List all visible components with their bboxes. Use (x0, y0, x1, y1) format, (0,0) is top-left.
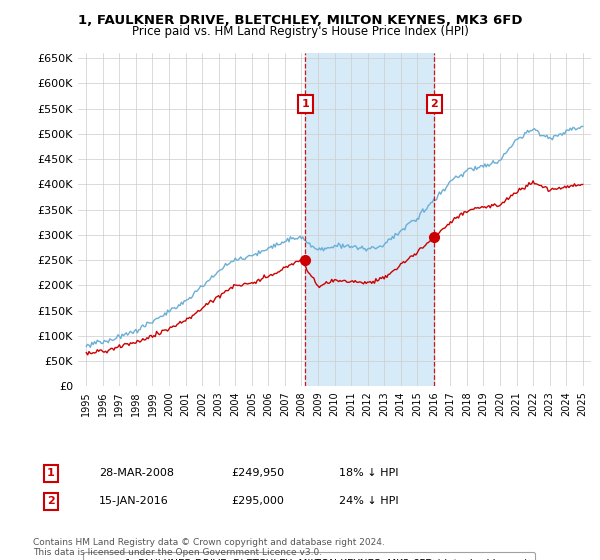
Text: 15-JAN-2016: 15-JAN-2016 (99, 496, 169, 506)
Text: 1, FAULKNER DRIVE, BLETCHLEY, MILTON KEYNES, MK3 6FD: 1, FAULKNER DRIVE, BLETCHLEY, MILTON KEY… (78, 14, 522, 27)
Legend: 1, FAULKNER DRIVE, BLETCHLEY, MILTON KEYNES, MK3 6FD (detached house), HPI: Aver: 1, FAULKNER DRIVE, BLETCHLEY, MILTON KEY… (83, 552, 535, 560)
Text: 24% ↓ HPI: 24% ↓ HPI (339, 496, 398, 506)
Text: Contains HM Land Registry data © Crown copyright and database right 2024.
This d: Contains HM Land Registry data © Crown c… (33, 538, 385, 557)
Text: £249,950: £249,950 (231, 468, 284, 478)
Text: 2: 2 (47, 496, 55, 506)
Bar (305, 53, 434, 386)
Text: 1: 1 (47, 468, 55, 478)
Text: £295,000: £295,000 (231, 496, 284, 506)
Text: Price paid vs. HM Land Registry's House Price Index (HPI): Price paid vs. HM Land Registry's House … (131, 25, 469, 38)
Text: 18% ↓ HPI: 18% ↓ HPI (339, 468, 398, 478)
Text: 1: 1 (301, 99, 309, 109)
Text: 28-MAR-2008: 28-MAR-2008 (99, 468, 174, 478)
Text: 2: 2 (431, 99, 439, 109)
